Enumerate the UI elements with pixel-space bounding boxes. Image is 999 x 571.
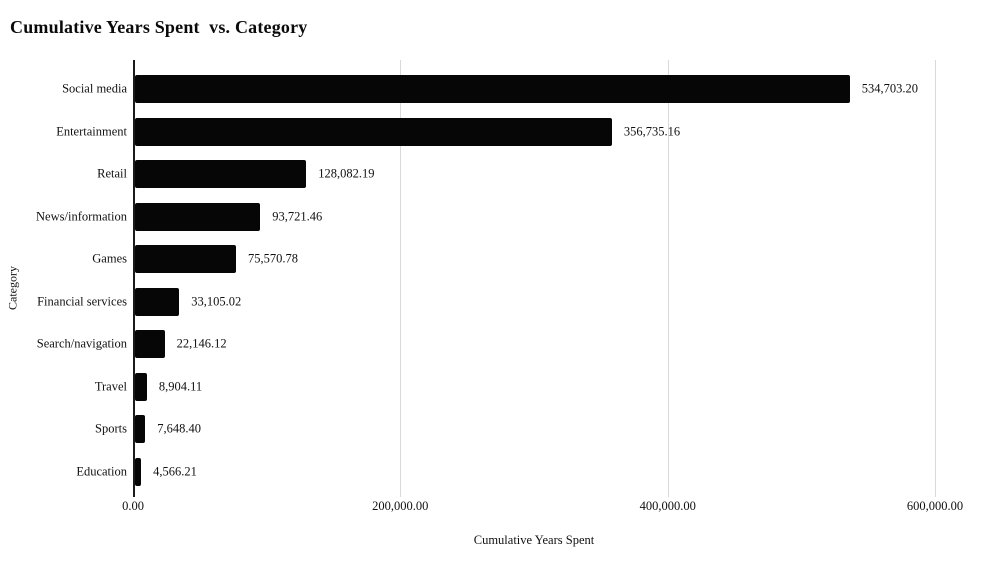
bar-row: Entertainment 356,735.16 [0, 111, 999, 154]
category-label: News/information [36, 209, 127, 224]
bar-row: Sports 7,648.40 [0, 408, 999, 451]
x-tick-label: 600,000.00 [906, 499, 964, 513]
value-label: 7,648.40 [157, 421, 201, 436]
bar [135, 287, 180, 316]
category-label: Education [76, 464, 127, 479]
category-label: Retail [97, 166, 127, 181]
value-label: 128,082.19 [318, 166, 375, 181]
bar [135, 415, 146, 444]
value-label: 93,721.46 [272, 209, 323, 224]
chart-title: Cumulative Years Spent vs. Category [10, 17, 308, 37]
bar-row: Education 4,566.21 [0, 451, 999, 494]
bar-row: Retail 128,082.19 [0, 153, 999, 196]
bar-row: Financial services 33,105.02 [0, 281, 999, 324]
bar-row: Search/navigation 22,146.12 [0, 323, 999, 366]
category-label: Entertainment [56, 124, 127, 139]
category-label: Search/navigation [36, 336, 127, 351]
value-label: 4,566.21 [153, 464, 197, 479]
category-label: Sports [95, 421, 127, 436]
y-axis-title: Category [5, 266, 20, 310]
category-label: Financial services [37, 294, 127, 309]
gridline [400, 60, 402, 497]
bar-row: Travel 8,904.11 [0, 366, 999, 409]
category-label: Games [92, 251, 127, 266]
value-label: 22,146.12 [176, 336, 227, 351]
y-axis-line [133, 60, 135, 497]
bar-row: News/information 93,721.46 [0, 196, 999, 239]
bar [135, 160, 307, 189]
bar-row: Social media 534,703.20 [0, 68, 999, 111]
value-label: 534,703.20 [861, 81, 918, 96]
category-label: Travel [94, 379, 127, 394]
category-label: Social media [62, 81, 127, 96]
x-axis-title: Cumulative Years Spent [473, 533, 595, 547]
bar [135, 75, 850, 104]
x-tick-label: 200,000.00 [372, 499, 429, 513]
gridline [667, 60, 669, 497]
x-tick-label: 400,000.00 [639, 499, 696, 513]
bar [135, 372, 147, 401]
value-label: 356,735.16 [623, 124, 681, 139]
value-label: 75,570.78 [248, 251, 298, 266]
bar [135, 202, 261, 231]
bar [135, 457, 142, 486]
bar [135, 330, 165, 359]
value-label: 33,105.02 [191, 294, 242, 309]
value-label: 8,904.11 [158, 379, 203, 394]
bar-row: Games 75,570.78 [0, 238, 999, 281]
x-tick-label: 0.00 [122, 499, 144, 513]
x-axis-ticks: 0.00 200,000.00 400,000.00 600,000.00 [0, 499, 999, 517]
gridline [935, 60, 936, 497]
bar [135, 117, 612, 146]
bars-container: Social media 534,703.20 Entertainment 356,7… [0, 68, 999, 493]
bar [135, 245, 236, 274]
